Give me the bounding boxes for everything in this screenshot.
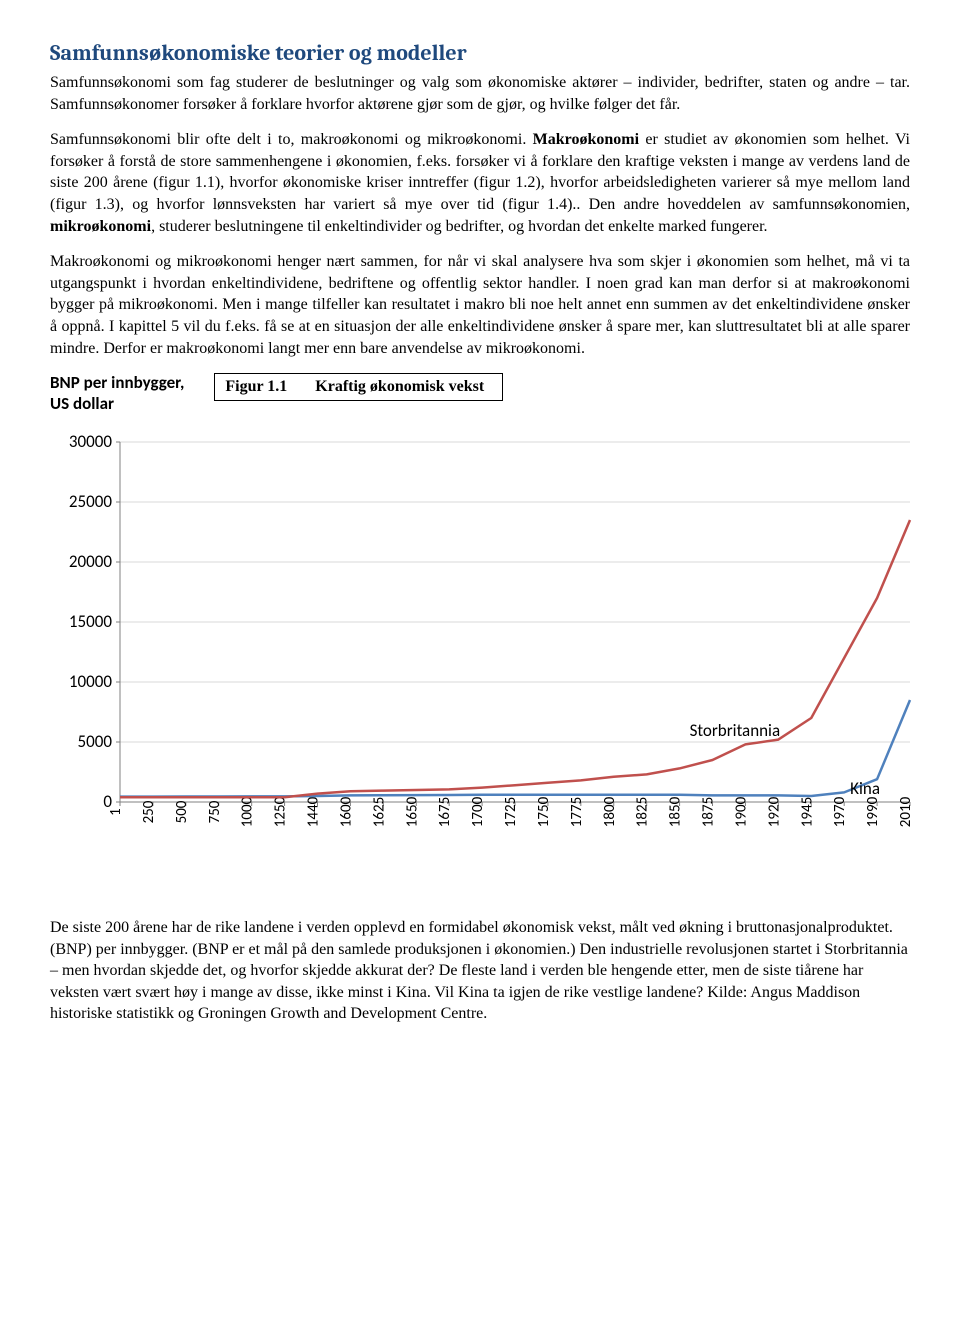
svg-text:Storbritannia: Storbritannia — [690, 720, 781, 741]
svg-text:30000: 30000 — [69, 432, 112, 452]
svg-text:1600: 1600 — [337, 796, 355, 827]
svg-text:1625: 1625 — [370, 797, 388, 827]
svg-text:1: 1 — [107, 808, 125, 816]
chart-y-axis-label: BNP per innbygger, US dollar — [50, 373, 184, 414]
chart-area: 0500010000150002000025000300001250500750… — [50, 432, 910, 877]
para1b-bold-makro: Makroøkonomi — [533, 131, 639, 148]
paragraph-1: Samfunnsøkonomi som fag studerer de besl… — [50, 72, 910, 115]
para1b-bold-mikro: mikroøkonomi — [50, 218, 151, 235]
svg-text:1775: 1775 — [568, 797, 586, 827]
svg-text:1945: 1945 — [798, 797, 816, 827]
svg-text:1650: 1650 — [403, 796, 421, 827]
svg-text:2010: 2010 — [897, 796, 915, 827]
svg-text:25000: 25000 — [69, 491, 112, 512]
svg-text:1000: 1000 — [239, 796, 257, 827]
svg-text:20000: 20000 — [69, 551, 112, 572]
svg-text:1750: 1750 — [535, 796, 553, 827]
chart-header-row: BNP per innbygger, US dollar Figur 1.1 K… — [50, 373, 910, 414]
line-chart: 0500010000150002000025000300001250500750… — [50, 432, 920, 872]
svg-text:1920: 1920 — [765, 796, 783, 827]
svg-text:1900: 1900 — [732, 796, 750, 827]
svg-text:1850: 1850 — [667, 796, 685, 827]
chart-title-text: Kraftig økonomisk vekst — [315, 378, 484, 395]
paragraph-1b: Samfunnsøkonomi blir ofte delt i to, mak… — [50, 129, 910, 237]
paragraph-2: Makroøkonomi og mikroøkonomi henger nært… — [50, 251, 910, 359]
svg-text:1800: 1800 — [601, 796, 619, 827]
svg-text:1970: 1970 — [831, 796, 849, 827]
svg-text:Kina: Kina — [850, 778, 880, 799]
svg-text:500: 500 — [173, 800, 191, 823]
svg-text:15000: 15000 — [69, 611, 112, 632]
svg-text:1825: 1825 — [634, 797, 652, 827]
svg-text:1675: 1675 — [436, 797, 454, 827]
svg-text:1440: 1440 — [305, 796, 323, 827]
page-heading: Samfunnsøkonomiske teorier og modeller — [50, 40, 910, 66]
svg-text:1250: 1250 — [272, 796, 290, 827]
svg-text:1700: 1700 — [469, 796, 487, 827]
chart-title-prefix: Figur 1.1 — [225, 378, 287, 395]
chart-title-box: Figur 1.1 Kraftig økonomisk vekst — [214, 373, 503, 401]
svg-text:1875: 1875 — [700, 797, 718, 827]
para1b-pre: Samfunnsøkonomi blir ofte delt i to, mak… — [50, 131, 533, 148]
svg-text:5000: 5000 — [78, 731, 113, 752]
svg-text:1725: 1725 — [502, 797, 520, 827]
svg-text:10000: 10000 — [69, 671, 112, 692]
para1-text-a: Samfunnsøkonomi som fag studerer de besl… — [50, 74, 910, 113]
svg-text:750: 750 — [206, 800, 224, 823]
svg-text:250: 250 — [140, 800, 158, 823]
paragraph-3: De siste 200 årene har de rike landene i… — [50, 917, 910, 1025]
svg-text:1990: 1990 — [864, 796, 882, 827]
para1b-post: , studerer beslutningene til enkeltindiv… — [151, 218, 767, 235]
